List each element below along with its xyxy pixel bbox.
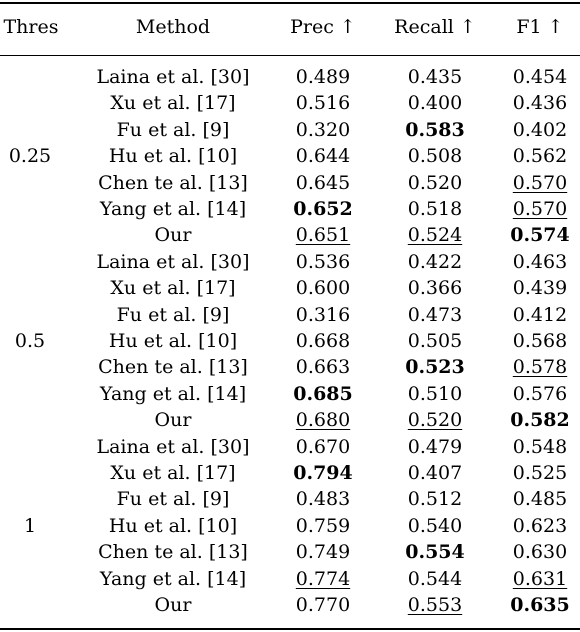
- prec-cell: 0.536: [295, 250, 351, 273]
- f1-cell: 0.436: [512, 92, 568, 115]
- prec-cell: 0.644: [295, 145, 351, 168]
- threshold-label: 0.25: [8, 145, 52, 168]
- recall-cell: 0.553: [407, 594, 463, 616]
- prec-cell: 0.652: [293, 198, 353, 220]
- recall-cell: 0.510: [407, 382, 463, 405]
- f1-cell: 0.439: [512, 277, 568, 300]
- f1-cell: 0.454: [512, 66, 568, 88]
- method-cell: Yang et al. [14]: [99, 382, 247, 405]
- f1-cell: 0.525: [512, 462, 568, 484]
- method-cell: Laina et al. [30]: [96, 66, 250, 88]
- recall-cell: 0.524: [407, 224, 463, 247]
- method-cell: Xu et al. [17]: [110, 277, 236, 300]
- recall-cell: 0.508: [407, 145, 463, 168]
- method-cell: Fu et al. [9]: [116, 118, 230, 141]
- bottom-rule: [0, 628, 580, 630]
- prec-cell: 0.670: [295, 435, 351, 458]
- method-cell: Chen te al. [13]: [98, 171, 248, 194]
- header-recall: Recall ↑: [394, 16, 476, 38]
- recall-cell: 0.400: [407, 92, 463, 115]
- prec-cell: 0.774: [295, 567, 351, 590]
- prec-cell: 0.749: [295, 541, 351, 564]
- recall-cell: 0.473: [407, 303, 463, 326]
- f1-cell: 0.630: [512, 541, 568, 564]
- method-cell: Laina et al. [30]: [96, 250, 250, 273]
- f1-cell: 0.402: [512, 118, 568, 141]
- header-prec: Prec ↑: [290, 16, 356, 38]
- recall-cell: 0.544: [407, 567, 463, 590]
- prec-cell: 0.645: [295, 171, 351, 194]
- prec-cell: 0.516: [295, 92, 351, 115]
- f1-cell: 0.568: [512, 330, 568, 352]
- f1-cell: 0.635: [510, 594, 570, 616]
- f1-cell: 0.412: [512, 303, 568, 326]
- f1-cell: 0.631: [512, 567, 568, 590]
- prec-cell: 0.685: [293, 382, 353, 405]
- method-cell: Laina et al. [30]: [96, 435, 250, 458]
- recall-cell: 0.583: [405, 118, 465, 141]
- header-method: Method: [135, 16, 211, 38]
- prec-cell: 0.680: [295, 409, 351, 432]
- f1-cell: 0.576: [512, 382, 568, 405]
- recall-cell: 0.435: [407, 66, 463, 88]
- prec-cell: 0.770: [295, 594, 351, 616]
- recall-cell: 0.407: [407, 462, 463, 484]
- method-cell: Chen te al. [13]: [98, 356, 248, 379]
- prec-cell: 0.663: [295, 356, 351, 379]
- f1-cell: 0.562: [512, 145, 568, 168]
- recall-cell: 0.422: [407, 250, 463, 273]
- recall-cell: 0.554: [405, 541, 465, 564]
- method-cell: Yang et al. [14]: [99, 198, 247, 220]
- method-cell: Our: [154, 594, 192, 616]
- prec-cell: 0.794: [293, 462, 353, 484]
- header-rule: [0, 55, 580, 56]
- recall-cell: 0.512: [407, 488, 463, 511]
- recall-cell: 0.518: [407, 198, 463, 220]
- f1-cell: 0.574: [510, 224, 570, 247]
- recall-cell: 0.540: [407, 514, 463, 537]
- f1-cell: 0.578: [512, 356, 568, 379]
- method-cell: Fu et al. [9]: [116, 488, 230, 511]
- recall-cell: 0.505: [407, 330, 463, 352]
- method-cell: Our: [154, 224, 192, 247]
- recall-cell: 0.523: [405, 356, 465, 379]
- prec-cell: 0.759: [295, 514, 351, 537]
- prec-cell: 0.600: [295, 277, 351, 300]
- prec-cell: 0.651: [295, 224, 351, 247]
- header-thres: Thres: [3, 16, 59, 38]
- prec-cell: 0.668: [295, 330, 351, 352]
- method-cell: Hu et al. [10]: [108, 330, 238, 352]
- prec-cell: 0.489: [295, 66, 351, 88]
- method-cell: Chen te al. [13]: [98, 541, 248, 564]
- method-cell: Xu et al. [17]: [110, 92, 236, 115]
- method-cell: Yang et al. [14]: [99, 567, 247, 590]
- recall-cell: 0.520: [407, 171, 463, 194]
- f1-cell: 0.582: [510, 409, 570, 432]
- method-cell: Xu et al. [17]: [110, 462, 236, 484]
- f1-cell: 0.485: [512, 488, 568, 511]
- method-cell: Fu et al. [9]: [116, 303, 230, 326]
- threshold-label: 0.5: [14, 330, 46, 352]
- f1-cell: 0.570: [512, 171, 568, 194]
- threshold-label: 1: [23, 514, 37, 537]
- recall-cell: 0.520: [407, 409, 463, 432]
- method-cell: Hu et al. [10]: [108, 145, 238, 168]
- f1-cell: 0.463: [512, 250, 568, 273]
- method-cell: Hu et al. [10]: [108, 514, 238, 537]
- prec-cell: 0.483: [295, 488, 351, 511]
- prec-cell: 0.320: [295, 118, 351, 141]
- recall-cell: 0.479: [407, 435, 463, 458]
- f1-cell: 0.623: [512, 514, 568, 537]
- top-rule: [0, 2, 580, 4]
- f1-cell: 0.548: [512, 435, 568, 458]
- recall-cell: 0.366: [407, 277, 463, 300]
- prec-cell: 0.316: [295, 303, 351, 326]
- f1-cell: 0.570: [512, 198, 568, 220]
- method-cell: Our: [154, 409, 192, 432]
- header-f1: F1 ↑: [516, 16, 564, 38]
